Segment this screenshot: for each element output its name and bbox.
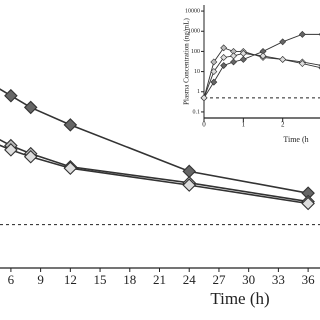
x-tick-label: 15 — [94, 272, 107, 287]
x-tick-label: 9 — [37, 272, 44, 287]
data-point — [210, 68, 218, 76]
data-point — [279, 55, 287, 63]
data-point — [239, 55, 247, 63]
data-point — [210, 58, 218, 66]
data-point — [23, 149, 38, 164]
y-tick-label: 1000 — [188, 29, 200, 35]
x-tick-label: 6 — [8, 272, 15, 287]
data-point — [220, 62, 228, 69]
data-point — [220, 44, 228, 52]
x-axis-label: Time (h — [283, 135, 308, 144]
data-point — [279, 38, 287, 46]
data-point — [220, 54, 228, 61]
data-point — [4, 88, 18, 103]
data-point — [63, 161, 78, 176]
x-tick-label: 36 — [302, 272, 316, 287]
data-point — [63, 118, 78, 132]
y-axis-label: Plasma Concentration (ng/mL) — [183, 17, 191, 104]
x-tick-label: 27 — [212, 272, 226, 287]
x-tick-label: 30 — [242, 272, 255, 287]
y-tick-label: 1 — [197, 89, 200, 95]
data-point — [210, 78, 218, 86]
x-tick-label: 24 — [183, 272, 197, 287]
x-tick-label: 33 — [272, 272, 285, 287]
data-point — [182, 164, 197, 179]
inset-background — [180, 0, 320, 132]
data-point — [182, 178, 197, 192]
x-tick-label: 12 — [64, 272, 77, 287]
data-point — [298, 30, 306, 38]
data-point — [301, 196, 315, 211]
data-point — [230, 52, 237, 60]
x-axis-label: Time (h) — [210, 289, 269, 308]
series-line — [0, 139, 309, 203]
x-tick-label: 0 — [202, 121, 206, 129]
data-point — [298, 60, 306, 68]
y-tick-label: 100 — [191, 49, 200, 55]
data-point — [200, 94, 208, 102]
y-tick-label: 10000 — [185, 8, 200, 14]
x-tick-label: 2 — [281, 121, 285, 129]
data-point — [230, 58, 237, 66]
data-point — [239, 49, 247, 57]
x-tick-label: 1 — [242, 121, 246, 129]
data-point — [259, 52, 267, 60]
x-tick-label: 18 — [123, 272, 136, 287]
x-tick-label: 21 — [153, 272, 166, 287]
y-tick-label: 0.1 — [193, 109, 201, 115]
data-point — [4, 143, 18, 157]
data-point — [23, 100, 38, 115]
y-tick-label: 10 — [194, 69, 200, 75]
